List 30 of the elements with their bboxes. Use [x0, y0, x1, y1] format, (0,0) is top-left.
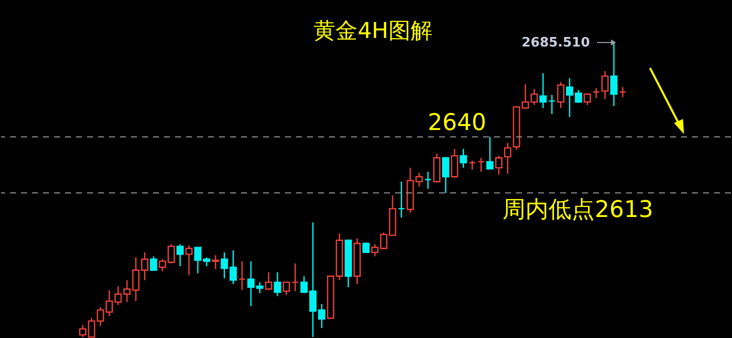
candlestick	[539, 72, 547, 109]
candlestick	[398, 181, 406, 218]
ref-line-label: 2640	[428, 110, 486, 136]
candlestick	[592, 87, 600, 99]
candlestick	[557, 81, 564, 109]
candlestick	[150, 256, 158, 271]
candlestick	[450, 148, 458, 178]
candlestick	[442, 157, 450, 194]
candlestick	[477, 157, 485, 172]
candlestick	[424, 171, 432, 190]
text: 黄金4H图解	[314, 19, 432, 44]
candlestick	[468, 160, 476, 170]
annotation: 2685.510	[522, 35, 590, 50]
candlestick	[212, 254, 220, 270]
candlestick	[548, 94, 556, 115]
candlestick	[486, 136, 494, 170]
candlestick	[362, 242, 370, 254]
candlestick	[601, 70, 609, 100]
candlestick	[274, 272, 282, 297]
candlestick	[185, 244, 193, 276]
candlestick	[584, 92, 591, 106]
candlestick	[292, 262, 299, 292]
candlestick	[460, 148, 468, 168]
ref-line-label: 周内低点2613	[502, 196, 654, 223]
candlestick	[282, 282, 290, 296]
candlestick	[264, 272, 272, 291]
candlestick	[433, 153, 440, 184]
candlestick	[176, 244, 184, 267]
candlestick	[238, 260, 246, 291]
candlestick	[619, 86, 626, 98]
